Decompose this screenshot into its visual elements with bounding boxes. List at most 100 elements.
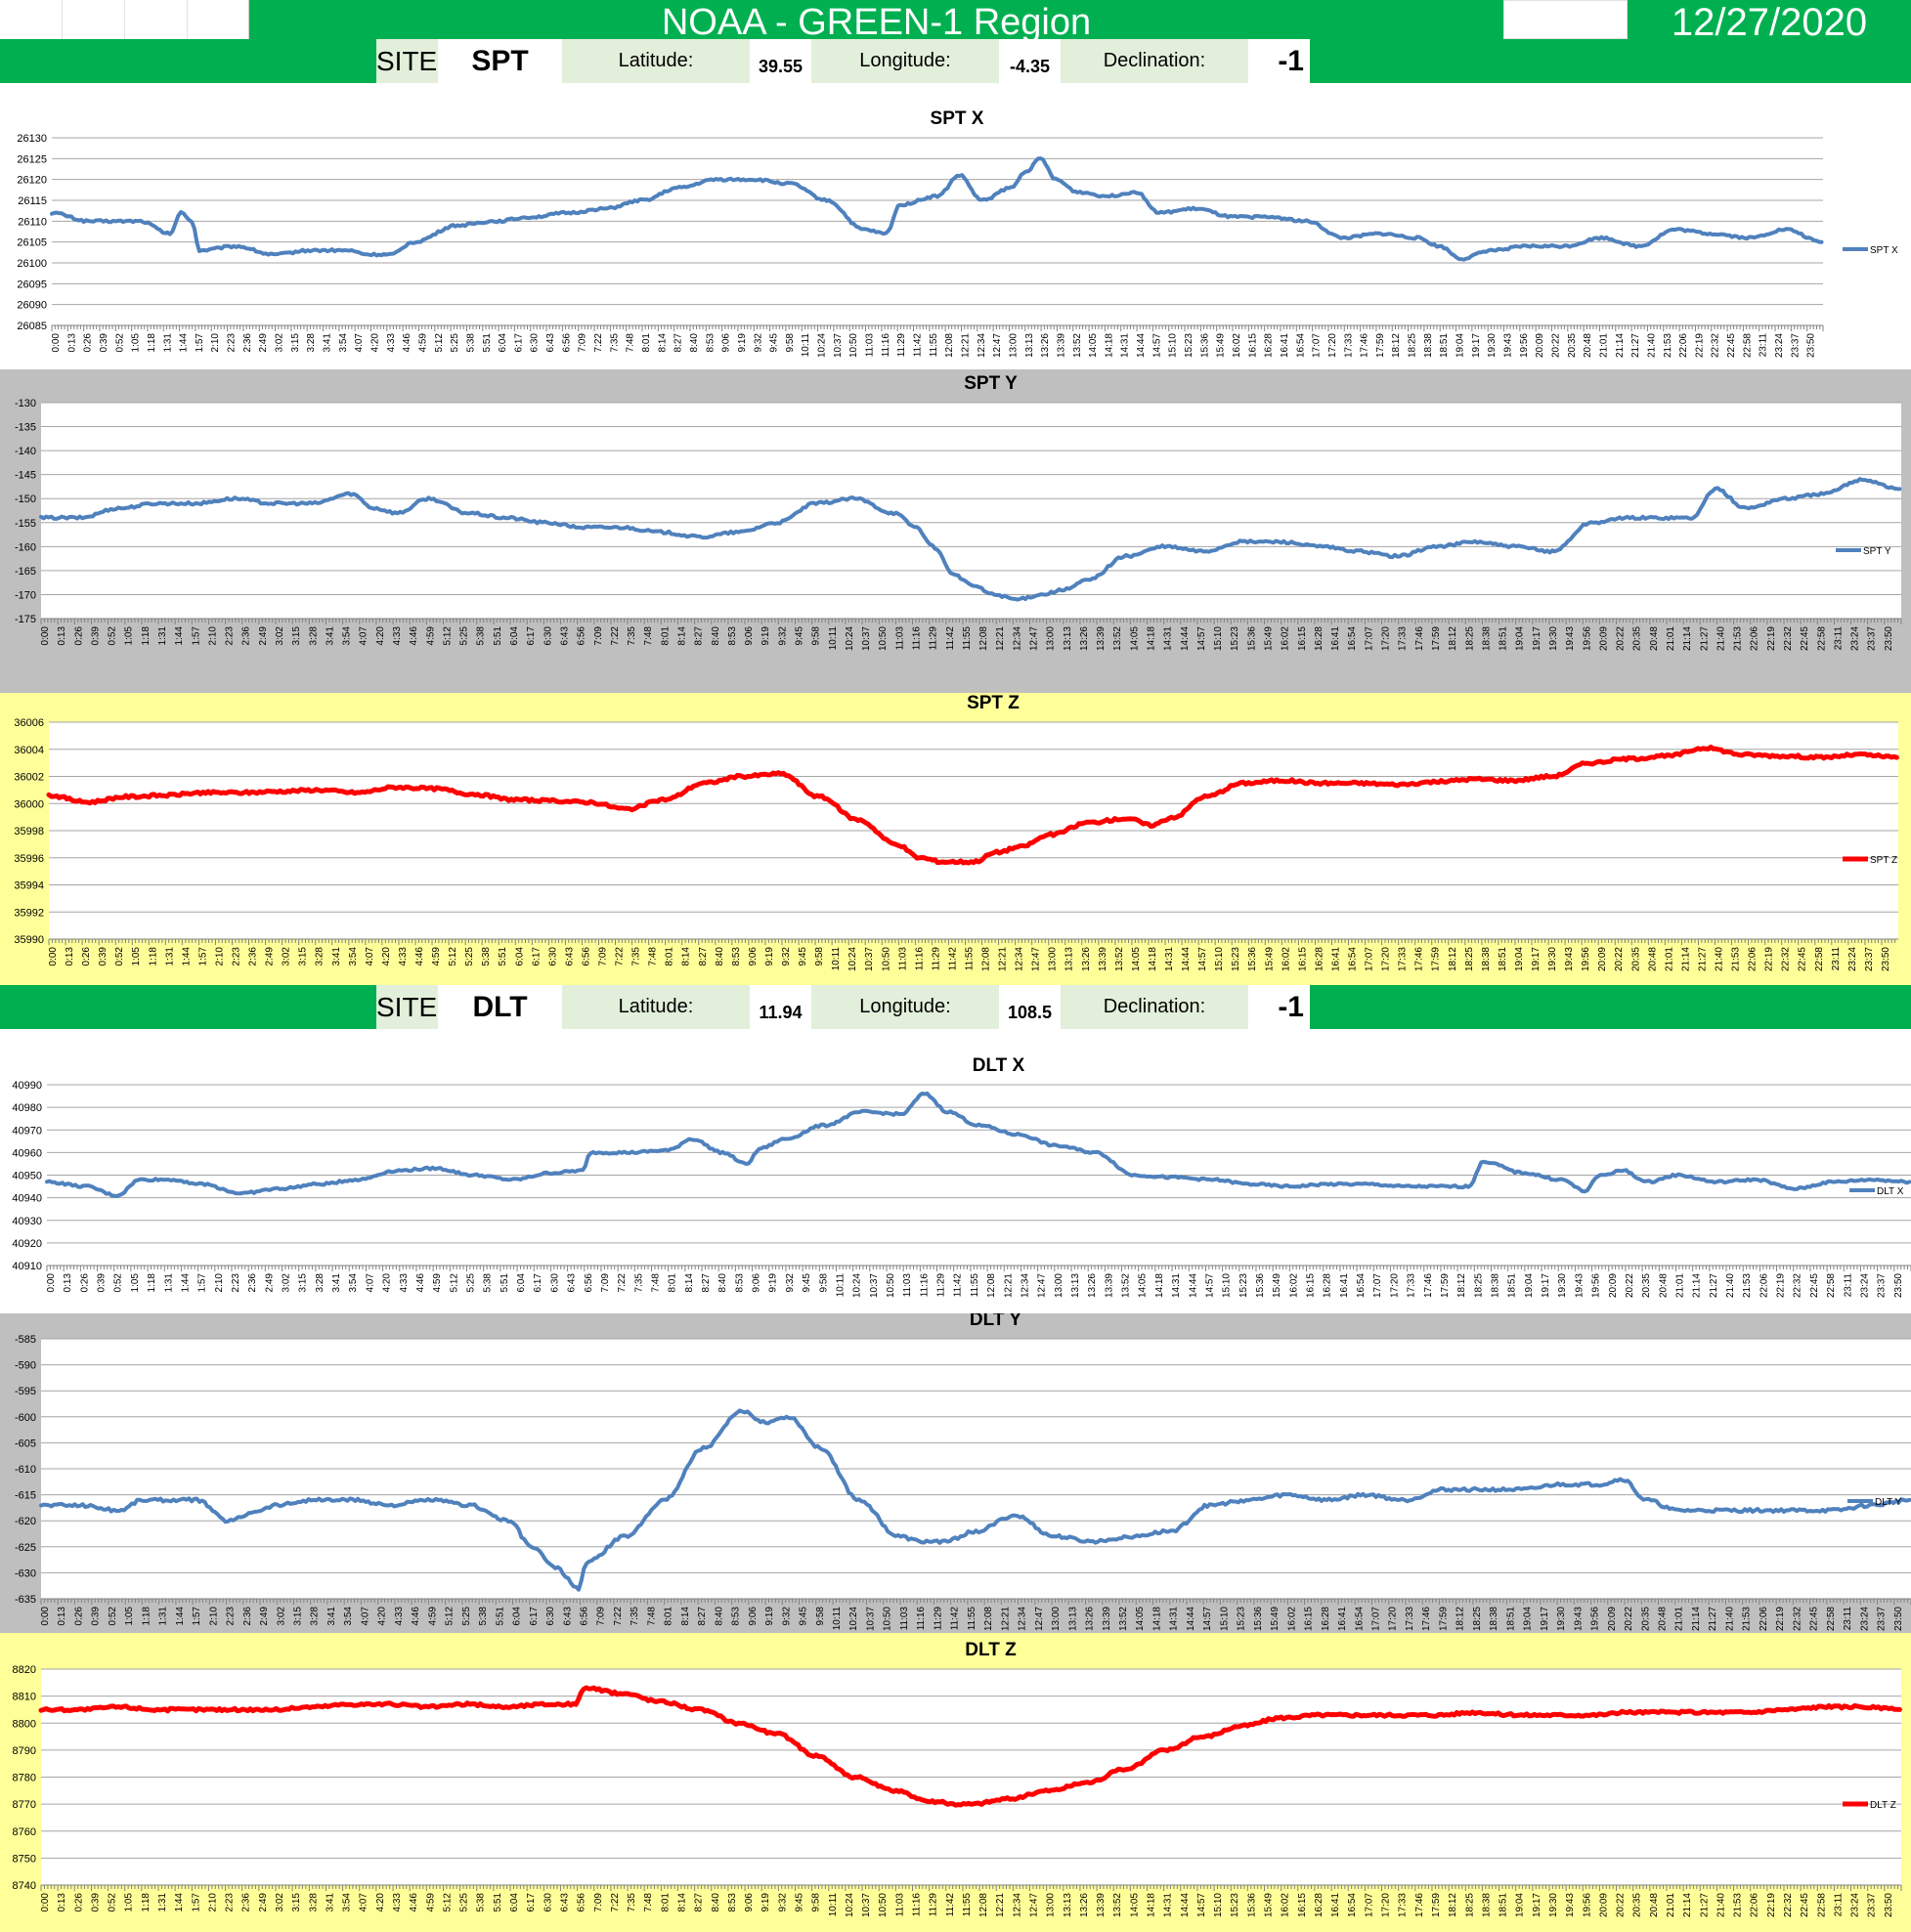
x-tick-label: 11:42 bbox=[945, 1893, 956, 1917]
x-tick-label: 1:05 bbox=[124, 1893, 135, 1912]
x-tick-label: 10:50 bbox=[883, 1607, 893, 1631]
x-tick-label: 18:12 bbox=[1448, 947, 1458, 971]
x-tick-label: 18:38 bbox=[1481, 947, 1492, 971]
x-minor-ticks bbox=[51, 325, 1824, 331]
x-tick-label: 6:30 bbox=[549, 1273, 560, 1293]
x-tick-label: 22:06 bbox=[1748, 947, 1759, 971]
x-tick-label: 15:10 bbox=[1214, 947, 1225, 971]
x-tick-label: 16:41 bbox=[1280, 333, 1290, 358]
x-tick-label: 0:52 bbox=[108, 1607, 118, 1626]
x-tick-label: 17:20 bbox=[1389, 1273, 1400, 1298]
x-tick-label: 4:59 bbox=[427, 1607, 438, 1626]
x-tick-label: 16:02 bbox=[1286, 1607, 1297, 1631]
x-tick-label: 12:08 bbox=[978, 1893, 989, 1917]
x-tick-label: 11:16 bbox=[914, 947, 925, 971]
x-tick-label: 0:39 bbox=[91, 1607, 102, 1626]
chart-dlt-x: DLT X 40910 40920 40930 40940 40950 40960 40970… bbox=[0, 1029, 1911, 1313]
x-tick-label: 11:42 bbox=[945, 626, 956, 651]
x-tick-label: 0:00 bbox=[51, 333, 62, 353]
x-tick-label: 1:31 bbox=[162, 333, 173, 353]
y-tick-label: 26110 bbox=[18, 216, 47, 228]
x-tick-label: 1:57 bbox=[191, 1893, 201, 1912]
x-tick-label: 2:23 bbox=[225, 626, 236, 646]
x-tick-label: 1:31 bbox=[157, 626, 168, 646]
x-tick-label: 7:35 bbox=[631, 947, 642, 966]
x-tick-label: 9:19 bbox=[737, 333, 748, 353]
x-tick-label: 8:01 bbox=[668, 1273, 678, 1293]
x-tick-label: 8:27 bbox=[697, 1607, 708, 1626]
y-tick-label: -635 bbox=[15, 1594, 36, 1606]
x-tick-label: 21:53 bbox=[1742, 1607, 1753, 1631]
x-tick-label: 17:59 bbox=[1438, 1607, 1449, 1631]
x-tick-label: 22:58 bbox=[1816, 626, 1827, 651]
x-tick-label: 13:26 bbox=[1081, 947, 1092, 971]
x-tick-label: 21:40 bbox=[1725, 1273, 1736, 1298]
x-tick-label: 11:29 bbox=[896, 333, 907, 358]
x-tick-label: 12:34 bbox=[1012, 1893, 1022, 1917]
x-tick-label: 0:13 bbox=[66, 333, 77, 353]
x-tick-label: 4:07 bbox=[359, 626, 369, 646]
x-tick-label: 17:46 bbox=[1414, 626, 1425, 651]
x-tick-label: 21:40 bbox=[1716, 626, 1726, 651]
x-tick-label: 14:18 bbox=[1148, 947, 1158, 971]
x-tick-label: 19:17 bbox=[1541, 1273, 1551, 1298]
x-tick-label: 2:10 bbox=[214, 947, 225, 966]
x-tick-label: 23:11 bbox=[1833, 1893, 1844, 1917]
x-tick-label: 4:20 bbox=[375, 626, 386, 646]
x-tick-label: 7:35 bbox=[630, 1607, 640, 1626]
x-tick-label: 19:30 bbox=[1487, 333, 1498, 358]
x-tick-label: 19:56 bbox=[1519, 333, 1530, 358]
x-tick-label: 15:49 bbox=[1216, 333, 1227, 358]
x-tick-label: 13:13 bbox=[1063, 626, 1073, 651]
x-tick-label: 11:29 bbox=[929, 626, 939, 651]
x-tick-label: 14:44 bbox=[1180, 626, 1191, 651]
x-tick-label: 22:45 bbox=[1809, 1607, 1820, 1631]
y-tick-label: 26105 bbox=[17, 237, 47, 249]
x-tick-label: 14:44 bbox=[1188, 1273, 1198, 1298]
x-tick-label: 16:15 bbox=[1306, 1273, 1317, 1298]
x-tick-label: 4:20 bbox=[377, 1607, 388, 1626]
x-tick-label: 3:15 bbox=[290, 333, 301, 353]
x-tick-label: 2:49 bbox=[258, 1893, 269, 1912]
x-tick-label: 0:39 bbox=[90, 626, 101, 646]
x-tick-label: 10:24 bbox=[848, 1607, 859, 1631]
x-tick-label: 10:11 bbox=[828, 626, 839, 651]
x-tick-label: 11:55 bbox=[970, 1273, 980, 1298]
x-tick-label: 14:44 bbox=[1181, 947, 1192, 971]
x-tick-label: 13:26 bbox=[1040, 333, 1051, 358]
chart-svg: DLT Y -635 -630 -625 -620 -615 -610 -605 -600 -59… bbox=[0, 1313, 1911, 1633]
x-tick-label: 14:57 bbox=[1197, 947, 1208, 971]
chart-spt-x: SPT X 26085 26090 26095 26100 26105 26110 26115… bbox=[0, 83, 1911, 369]
x-tick-label: 6:17 bbox=[529, 1607, 540, 1626]
x-tick-label: 22:45 bbox=[1809, 1273, 1820, 1298]
x-tick-label: 19:43 bbox=[1573, 1607, 1584, 1631]
x-tick-label: 22:19 bbox=[1764, 947, 1775, 971]
x-tick-label: 5:51 bbox=[482, 333, 493, 353]
x-tick-label: 21:40 bbox=[1646, 333, 1657, 358]
x-tick-label: 18:38 bbox=[1490, 1273, 1500, 1298]
x-tick-label: 19:17 bbox=[1531, 947, 1542, 971]
x-tick-label: 6:56 bbox=[577, 1893, 587, 1912]
x-tick-label: 19:43 bbox=[1565, 1893, 1576, 1917]
x-tick-label: 0:52 bbox=[108, 626, 118, 646]
x-tick-label: 3:41 bbox=[326, 1607, 337, 1626]
header-bar: NOAA - GREEN-1 Region 12/27/2020 bbox=[0, 0, 1911, 44]
x-tick-label: 0:26 bbox=[79, 1273, 90, 1293]
x-tick-label: 1:31 bbox=[157, 1893, 168, 1912]
y-tick-label: 36000 bbox=[14, 798, 44, 810]
x-tick-label: 15:36 bbox=[1199, 333, 1210, 358]
x-tick-label: 7:09 bbox=[600, 1273, 611, 1293]
x-tick-label: 7:09 bbox=[593, 1893, 604, 1912]
x-tick-label: 9:58 bbox=[811, 626, 822, 646]
x-tick-label: 19:43 bbox=[1503, 333, 1514, 358]
x-tick-label: 17:33 bbox=[1398, 947, 1409, 971]
x-tick-label: 19:56 bbox=[1582, 626, 1592, 651]
x-tick-label: 11:03 bbox=[899, 1607, 910, 1631]
x-tick-label: 12:21 bbox=[995, 626, 1006, 651]
x-tick-label: 3:02 bbox=[275, 333, 285, 353]
y-tick-label: -170 bbox=[15, 589, 36, 601]
x-tick-label: 14:57 bbox=[1196, 1893, 1207, 1917]
x-tick-label: 10:11 bbox=[801, 333, 811, 358]
x-tick-label: 15:10 bbox=[1219, 1607, 1230, 1631]
x-tick-label: 16:41 bbox=[1339, 1273, 1350, 1298]
